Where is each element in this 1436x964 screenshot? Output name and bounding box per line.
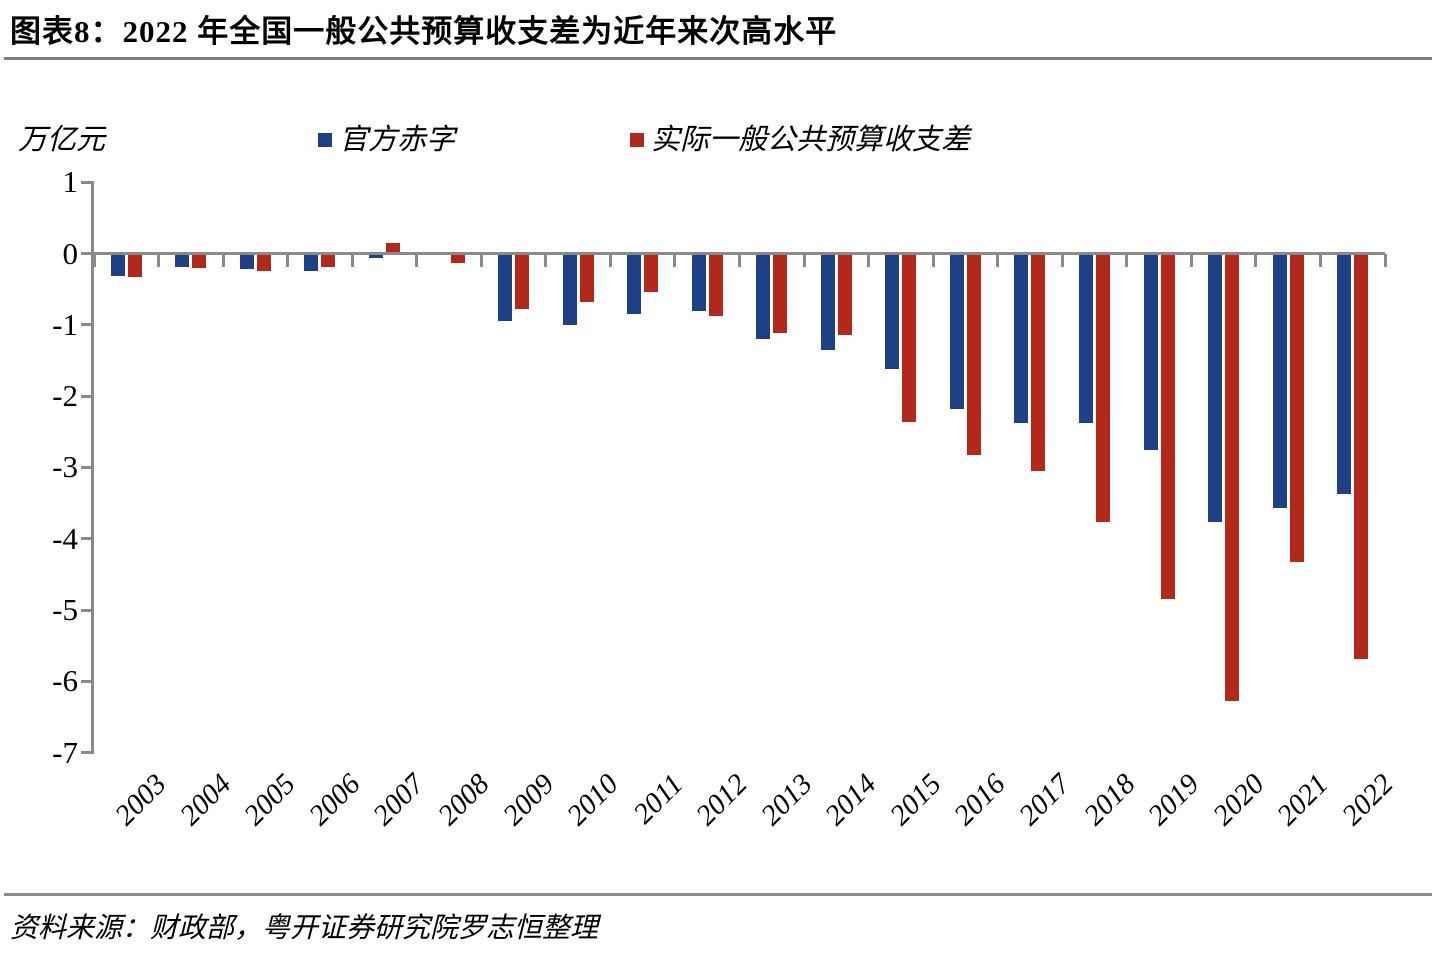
- y-axis-tick-label: -1: [52, 306, 78, 342]
- category-boundary-tick: [996, 253, 1000, 267]
- bar-actual-gap-2011: [644, 253, 659, 292]
- legend-label: 官方赤字: [339, 124, 456, 156]
- bar-official-deficit-2020: [1208, 253, 1223, 522]
- bar-actual-gap-2021: [1289, 253, 1304, 562]
- bar-official-deficit-2006: [304, 253, 319, 271]
- bar-actual-gap-2003: [127, 253, 142, 278]
- y-axis-tick-label: -7: [52, 734, 78, 770]
- category-boundary-tick: [1060, 253, 1064, 267]
- source-divider-line: [4, 893, 1432, 896]
- category-boundary-tick: [415, 253, 419, 267]
- category-boundary-tick: [350, 253, 354, 267]
- bar-official-deficit-2010: [562, 253, 577, 325]
- y-axis-tick-label: -6: [52, 663, 78, 699]
- category-boundary-tick: [92, 253, 96, 267]
- y-axis-tick-label: 0: [62, 235, 79, 271]
- category-boundary-tick: [931, 253, 935, 267]
- bar-actual-gap-2022: [1354, 253, 1369, 660]
- legend-item-actual-gap: 实际一般公共预算收支差: [630, 116, 970, 158]
- bar-actual-gap-2010: [579, 253, 594, 302]
- bar-actual-gap-2020: [1225, 253, 1240, 701]
- y-axis-tick: [81, 252, 94, 255]
- bar-official-deficit-2015: [885, 253, 900, 369]
- bar-actual-gap-2009: [515, 253, 530, 310]
- bar-official-deficit-2013: [756, 253, 771, 340]
- category-boundary-tick: [1189, 253, 1193, 267]
- category-boundary-tick: [1125, 253, 1129, 267]
- y-axis-tick: [81, 537, 94, 541]
- title-underline: [4, 57, 1432, 60]
- category-boundary-tick: [738, 253, 741, 267]
- category-boundary-tick: [286, 253, 290, 267]
- category-boundary-tick: [1318, 253, 1322, 267]
- bar-official-deficit-2004: [175, 253, 190, 268]
- bar-official-deficit-2017: [1014, 253, 1029, 424]
- bar-official-deficit-2022: [1337, 253, 1352, 494]
- bar-official-deficit-2014: [820, 253, 835, 350]
- bar-official-deficit-2009: [498, 253, 513, 322]
- y-axis-tick-label: -5: [52, 592, 78, 627]
- page-title: 图表8：2022 年全国一般公共预算收支差为近年来次高水平: [10, 14, 838, 49]
- bar-official-deficit-2021: [1272, 253, 1287, 509]
- bar-official-deficit-2003: [110, 253, 125, 276]
- y-axis-tick: [81, 608, 94, 612]
- category-boundary-tick: [221, 253, 225, 267]
- legend-label: 实际一般公共预算收支差: [651, 124, 971, 156]
- category-boundary-tick: [479, 253, 483, 267]
- bar-actual-gap-2012: [708, 253, 723, 316]
- bar-official-deficit-2007: [368, 253, 383, 258]
- bar-actual-gap-2019: [1160, 253, 1175, 600]
- category-boundary-tick: [608, 253, 612, 267]
- y-axis-tick: [81, 465, 94, 469]
- y-axis-tick-label: 1: [62, 164, 79, 200]
- x-axis-label-anchor: 2022: [1157, 768, 1400, 832]
- bar-actual-gap-2008: [450, 253, 465, 263]
- bar-actual-gap-2007: [385, 242, 400, 254]
- bar-official-deficit-2018: [1079, 253, 1094, 424]
- category-boundary-tick: [1254, 253, 1258, 267]
- bar-actual-gap-2018: [1096, 253, 1111, 522]
- legend-swatch-red-icon: [630, 133, 644, 147]
- category-boundary-tick: [802, 253, 806, 267]
- y-axis-unit-label: 万亿元: [18, 124, 106, 156]
- y-axis-tick: [81, 180, 94, 184]
- y-axis-tick-label: -2: [52, 378, 78, 414]
- category-boundary-tick: [544, 253, 548, 267]
- bar-official-deficit-2005: [239, 253, 254, 270]
- source-attribution: 资料来源：财政部，粤开证券研究院罗志恒整理: [10, 913, 599, 944]
- bar-actual-gap-2016: [966, 253, 981, 456]
- bar-official-deficit-2016: [949, 253, 964, 409]
- y-axis-tick: [81, 751, 94, 755]
- y-axis-tick-label: -4: [52, 520, 78, 556]
- y-axis-tick-label: -3: [52, 449, 78, 485]
- bar-actual-gap-2014: [837, 253, 852, 336]
- legend-swatch-blue-icon: [318, 133, 332, 147]
- x-axis-label: 2022: [1335, 768, 1400, 832]
- y-axis-tick: [81, 323, 94, 327]
- bar-official-deficit-2012: [691, 253, 706, 311]
- bar-actual-gap-2013: [773, 253, 788, 334]
- bar-actual-gap-2005: [256, 253, 271, 271]
- bar-actual-gap-2004: [192, 253, 207, 269]
- category-boundary-tick: [157, 253, 161, 267]
- bar-official-deficit-2019: [1143, 253, 1158, 451]
- bar-actual-gap-2006: [321, 253, 336, 268]
- bar-actual-gap-2015: [902, 253, 917, 422]
- bar-official-deficit-2011: [627, 253, 642, 315]
- category-boundary-tick: [673, 253, 677, 267]
- bar-actual-gap-2017: [1031, 253, 1046, 471]
- category-boundary-tick: [867, 253, 871, 267]
- y-axis-tick: [81, 394, 94, 398]
- category-boundary-tick: [1383, 253, 1387, 267]
- legend-item-official-deficit: 官方赤字: [318, 116, 455, 158]
- y-axis-tick: [81, 679, 94, 683]
